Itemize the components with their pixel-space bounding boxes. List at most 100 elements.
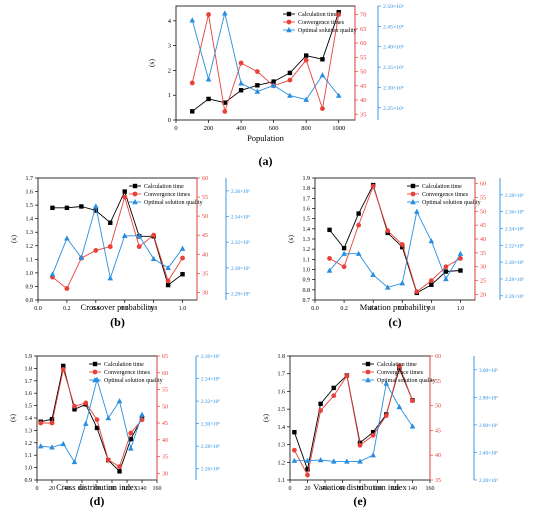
x-axis-label: Crossover probability bbox=[81, 302, 156, 312]
data-point bbox=[179, 245, 186, 251]
quality-tick-label: 2.28×10⁶ bbox=[231, 292, 250, 298]
convergence-tick-label: 35 bbox=[480, 251, 486, 257]
data-point bbox=[385, 228, 391, 234]
data-point bbox=[128, 436, 133, 442]
y-left-tick-label: 1.8 bbox=[278, 354, 286, 360]
x-axis-label: Variation distribution index bbox=[313, 482, 407, 492]
data-point bbox=[344, 373, 350, 379]
legend-marker bbox=[365, 361, 371, 367]
x-tick-label: 20 bbox=[305, 486, 311, 492]
x-tick-label: 80 bbox=[357, 486, 363, 492]
data-point bbox=[303, 57, 309, 63]
data-point bbox=[93, 248, 99, 253]
data-point bbox=[304, 457, 311, 463]
data-point bbox=[72, 403, 77, 409]
data-point bbox=[320, 106, 325, 111]
data-point bbox=[64, 205, 70, 211]
convergence-tick-label: 35 bbox=[360, 111, 367, 118]
y-left-tick-label: 1.1 bbox=[25, 453, 33, 459]
y-left-tick-label: 1.7 bbox=[303, 196, 311, 202]
data-point bbox=[399, 242, 405, 247]
series-line-3 bbox=[40, 378, 143, 464]
convergence-tick-label: 35 bbox=[162, 455, 168, 461]
series-line-3 bbox=[191, 13, 340, 101]
data-point bbox=[303, 96, 309, 102]
data-point bbox=[72, 407, 77, 412]
data-point bbox=[61, 363, 66, 369]
series-line-2 bbox=[40, 369, 143, 468]
y-left-tick-label: 1 bbox=[168, 92, 171, 99]
data-point bbox=[357, 440, 363, 445]
data-point bbox=[78, 254, 85, 260]
panel-label: (c) bbox=[388, 315, 401, 329]
quality-tick-label: 2.34×10⁶ bbox=[201, 377, 220, 383]
x-axis-label: Mutation probability bbox=[360, 302, 431, 312]
data-point bbox=[254, 88, 261, 94]
y-left-tick-label: 1.1 bbox=[26, 257, 34, 263]
y-axis-label: (s) bbox=[261, 414, 270, 422]
panel-label: (e) bbox=[353, 494, 366, 508]
data-point bbox=[291, 457, 298, 463]
data-point bbox=[370, 183, 376, 189]
x-tick-label: 1.0 bbox=[457, 306, 465, 312]
data-point bbox=[409, 423, 416, 429]
data-point bbox=[443, 275, 449, 282]
data-point bbox=[356, 211, 361, 216]
y-left-tick-label: 0.9 bbox=[303, 278, 311, 284]
data-point bbox=[336, 12, 342, 17]
series-line-1 bbox=[329, 183, 461, 294]
data-point bbox=[255, 83, 260, 88]
data-point bbox=[291, 447, 297, 453]
legend-optimal-solution-quality: Optimal solution quality bbox=[422, 200, 481, 206]
convergence-tick-label: 35 bbox=[202, 271, 208, 277]
x-tick-label: 0.0 bbox=[34, 306, 42, 312]
convergence-tick-label: 45 bbox=[202, 233, 208, 239]
data-point bbox=[384, 284, 391, 290]
data-point bbox=[396, 403, 403, 410]
chart-panel-4: 0 20 40 60 80 100 120 140 160 0.9 1.0 1.1 1.2 1.3 1.4 1… bbox=[8, 354, 220, 508]
legend-marker bbox=[365, 369, 371, 375]
x-tick-label: 0.2 bbox=[63, 306, 71, 312]
convergence-tick-label: 55 bbox=[435, 379, 441, 385]
data-point bbox=[443, 269, 449, 274]
x-tick-label: 0.6 bbox=[399, 306, 407, 312]
data-point bbox=[410, 398, 415, 404]
y-left-tick-label: 1.4 bbox=[26, 217, 34, 223]
quality-tick-label: 2.30×10⁶ bbox=[383, 85, 404, 91]
series-line-2 bbox=[294, 364, 413, 477]
convergence-tick-label: 45 bbox=[360, 83, 367, 90]
x-tick-label: 160 bbox=[426, 486, 435, 492]
convergence-tick-label: 40 bbox=[435, 453, 441, 459]
quality-tick-label: 2.80×10⁶ bbox=[479, 395, 498, 401]
quality-tick-label: 2.38×10⁶ bbox=[505, 193, 524, 199]
data-point bbox=[116, 398, 123, 404]
data-point bbox=[326, 267, 333, 273]
convergence-tick-label: 40 bbox=[360, 97, 367, 104]
data-point bbox=[305, 467, 310, 472]
y-left-tick-label: 1.5 bbox=[303, 217, 311, 223]
x-tick-label: 0 bbox=[174, 125, 177, 132]
y-left-tick-label: 1.2 bbox=[26, 244, 34, 250]
series-line-3 bbox=[329, 210, 461, 288]
legend-optimal-solution-quality: Optimal solution quality bbox=[298, 28, 357, 34]
convergence-tick-label: 60 bbox=[435, 354, 441, 360]
data-point bbox=[396, 363, 402, 369]
y-left-tick-label: 1.2 bbox=[25, 441, 33, 447]
y-axis-label: (s) bbox=[147, 59, 156, 67]
data-point bbox=[107, 244, 113, 250]
y-left-tick-label: 1.4 bbox=[278, 425, 286, 431]
data-point bbox=[93, 208, 99, 213]
data-point bbox=[443, 264, 449, 270]
y-left-tick-label: 2 bbox=[168, 67, 171, 74]
data-point bbox=[355, 250, 362, 256]
y-left-tick-label: 1.3 bbox=[26, 230, 34, 236]
convergence-tick-label: 40 bbox=[162, 438, 168, 444]
data-point bbox=[222, 109, 228, 114]
data-point bbox=[206, 12, 211, 17]
x-tick-label: 0 bbox=[289, 486, 292, 492]
convergence-tick-label: 55 bbox=[162, 388, 168, 394]
data-point bbox=[357, 458, 363, 464]
y-left-tick-label: 1.5 bbox=[25, 404, 33, 410]
data-point bbox=[383, 413, 389, 418]
data-point bbox=[341, 250, 347, 256]
